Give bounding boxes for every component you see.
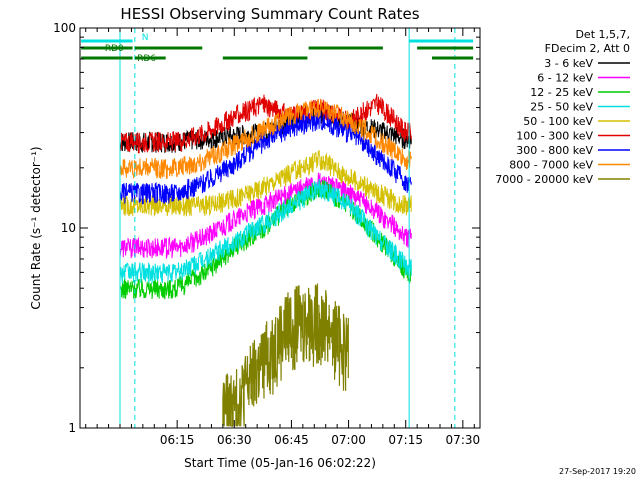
x-tick-label: 07:00 xyxy=(331,433,366,447)
y-tick-label: 10 xyxy=(61,221,76,235)
legend-label: 7000 - 20000 keV xyxy=(495,173,593,186)
series-line xyxy=(119,93,412,154)
x-tick-label: 06:45 xyxy=(274,433,309,447)
y-axis-label: Count Rate (s⁻¹ detector⁻¹) xyxy=(29,146,43,309)
legend-label: 12 - 25 keV xyxy=(530,86,593,99)
legend-label: 25 - 50 keV xyxy=(530,101,593,114)
series-line xyxy=(119,172,412,259)
legend-label: 6 - 12 keV xyxy=(537,72,593,85)
series-line xyxy=(222,283,349,427)
x-tick-label: 06:15 xyxy=(160,433,195,447)
annotation-n: N xyxy=(142,33,149,43)
chart-title: HESSI Observing Summary Count Rates xyxy=(120,5,419,23)
footer-timestamp: 27-Sep-2017 19:20 xyxy=(559,467,636,476)
x-tick-label: 07:30 xyxy=(446,433,481,447)
y-tick-label: 1 xyxy=(68,421,76,435)
legend-label: 800 - 7000 keV xyxy=(509,159,593,172)
y-tick-label: 100 xyxy=(53,21,76,35)
legend-label: 100 - 300 keV xyxy=(516,130,593,143)
annotation-rd6: RD6 xyxy=(137,54,156,64)
legend-header: FDecim 2, Att 0 xyxy=(545,42,630,55)
legend-label: 300 - 800 keV xyxy=(516,144,593,157)
series-line xyxy=(119,150,412,217)
series-line xyxy=(119,111,412,205)
x-tick-label: 07:15 xyxy=(388,433,423,447)
x-tick-label: 06:30 xyxy=(217,433,252,447)
series-line xyxy=(119,178,412,284)
legend-header: Det 1,5,7, xyxy=(575,28,630,41)
x-axis-label: Start Time (05-Jan-16 06:02:22) xyxy=(184,456,376,470)
series-line xyxy=(119,98,412,180)
annotation-rd0: RD0 xyxy=(105,44,124,54)
plot-frame xyxy=(79,27,481,429)
legend-label: 50 - 100 keV xyxy=(523,115,593,128)
legend-label: 3 - 6 keV xyxy=(544,57,593,70)
